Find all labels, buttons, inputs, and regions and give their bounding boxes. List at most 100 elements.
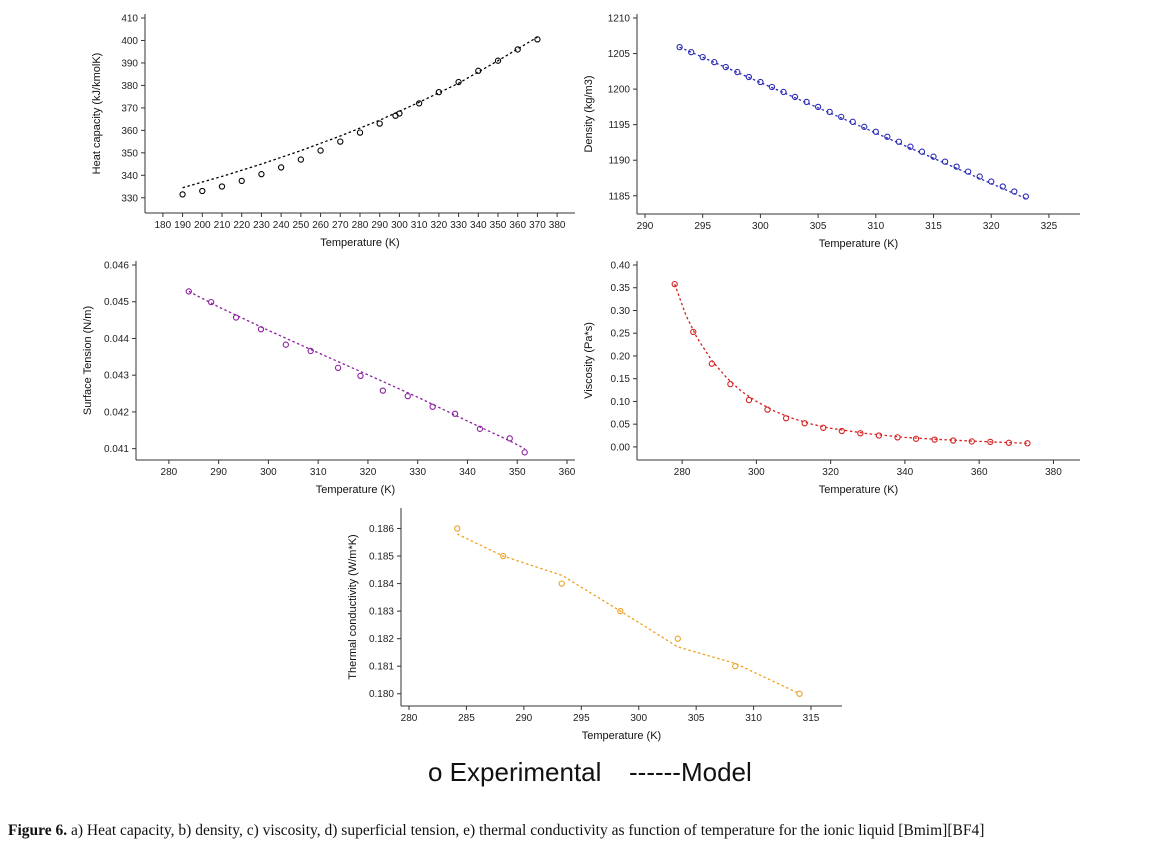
experimental-point (907, 143, 914, 150)
y-tick-label: 0.05 (611, 420, 631, 431)
experimental-point (953, 163, 960, 170)
x-tick-label: 295 (694, 221, 711, 232)
experimental-point (476, 425, 484, 432)
experimental-point (699, 53, 706, 61)
experimental-point (814, 103, 822, 111)
x-tick-label: 290 (371, 220, 388, 231)
x-tick-label: 360 (509, 220, 526, 231)
experimental-point (872, 128, 879, 135)
x-tick-label: 320 (431, 220, 448, 231)
experimental-point (976, 173, 983, 180)
x-tick-label: 300 (748, 467, 765, 478)
y-tick-label: 340 (121, 171, 138, 182)
chart-thermal-conductivity: 280 285 290 295 300 305 310 315 0.180 0.181 0.182 0… (347, 508, 842, 742)
x-tick-label: 305 (688, 713, 705, 724)
experimental-point (734, 68, 741, 76)
figure-caption: Figure 6. a) Heat capacity, b) density, … (8, 822, 1158, 840)
model-line (456, 533, 800, 695)
x-tick-label: 315 (925, 221, 942, 232)
x-tick-label: 305 (810, 221, 827, 232)
experimental-point (727, 380, 734, 388)
x-tick-label: 280 (674, 467, 691, 478)
experimental-point (711, 58, 718, 66)
experimental-point (999, 183, 1006, 190)
experimental-point (451, 410, 459, 417)
y-tick-label: 410 (121, 14, 138, 25)
y-tick-label: 1195 (608, 120, 630, 131)
experimental-point (334, 364, 342, 371)
experimental-point (429, 403, 436, 410)
x-tick-label: 270 (332, 220, 349, 231)
experimental-point (356, 129, 364, 136)
legend-experimental: o Experimental (428, 757, 601, 787)
experimental-point (918, 148, 926, 155)
experimental-point (884, 133, 891, 140)
x-tick-label: 280 (401, 713, 418, 724)
experimental-point (218, 183, 226, 190)
x-tick-label: 200 (194, 220, 211, 231)
model-line (674, 283, 1028, 444)
x-tick-label: 220 (233, 220, 250, 231)
y-tick-label: 1210 (608, 14, 631, 25)
experimental-point (838, 113, 845, 120)
x-tick-label: 210 (214, 220, 231, 231)
y-tick-label: 0.15 (611, 374, 631, 385)
experimental-point (238, 177, 245, 185)
x-tick-label: 290 (516, 713, 533, 724)
chart-viscosity: 280 300 320 340 360 380 0.00 0.05 0.10 0.15 0.20 0.… (583, 261, 1080, 496)
experimental-point (861, 123, 868, 130)
x-tick-label: 360 (559, 467, 576, 478)
experimental-point (820, 424, 827, 431)
x-tick-label: 310 (310, 467, 327, 478)
experimental-point (415, 100, 423, 107)
x-tick-label: 340 (470, 220, 487, 231)
experimental-point (745, 396, 753, 404)
chart-surface-tension: 280 290 300 310 320 330 340 350 360 0.041 0.042 0.0… (82, 261, 576, 497)
experimental-point (826, 108, 833, 116)
experimental-point (179, 191, 186, 198)
y-tick-label: 360 (121, 126, 138, 137)
experimental-point (277, 164, 285, 171)
y-tick-label: 0.041 (104, 444, 129, 455)
y-axis-title: Thermal conductivity (W/m*K) (347, 534, 359, 679)
experimental-point (674, 635, 681, 642)
experimental-point (506, 435, 513, 442)
experimental-point (745, 73, 753, 81)
y-tick-label: 0.042 (104, 407, 129, 418)
y-tick-label: 1190 (608, 156, 630, 167)
y-tick-label: 1205 (608, 49, 631, 60)
x-tick-label: 380 (1045, 467, 1062, 478)
experimental-point (912, 435, 920, 442)
experimental-point (722, 63, 729, 71)
experimental-point (768, 83, 776, 91)
experimental-point (534, 36, 541, 43)
experimental-point (676, 44, 683, 51)
experimental-point (521, 449, 528, 456)
experimental-point (297, 156, 305, 163)
y-tick-label: 0.186 (369, 524, 394, 535)
experimental-point (732, 663, 739, 670)
experimental-point (941, 158, 949, 165)
experimental-point (185, 288, 192, 295)
x-axis-title: Temperature (K) (819, 238, 898, 250)
x-tick-label: 310 (745, 713, 762, 724)
model-line (679, 46, 1027, 200)
x-tick-label: 310 (867, 221, 884, 232)
experimental-point (964, 168, 972, 175)
experimental-point (357, 372, 364, 380)
x-tick-label: 240 (273, 220, 290, 231)
experimental-point (435, 89, 443, 96)
x-tick-label: 360 (971, 467, 988, 478)
experimental-point (988, 178, 995, 185)
experimental-point (475, 67, 482, 74)
x-tick-label: 260 (312, 220, 329, 231)
experimental-point (1005, 439, 1013, 446)
x-tick-label: 370 (529, 220, 546, 231)
experimental-point (688, 48, 695, 56)
y-tick-label: 350 (121, 148, 138, 159)
x-tick-label: 250 (293, 220, 310, 231)
experimental-point (208, 298, 215, 306)
experimental-point (894, 434, 901, 441)
experimental-point (1022, 193, 1029, 200)
